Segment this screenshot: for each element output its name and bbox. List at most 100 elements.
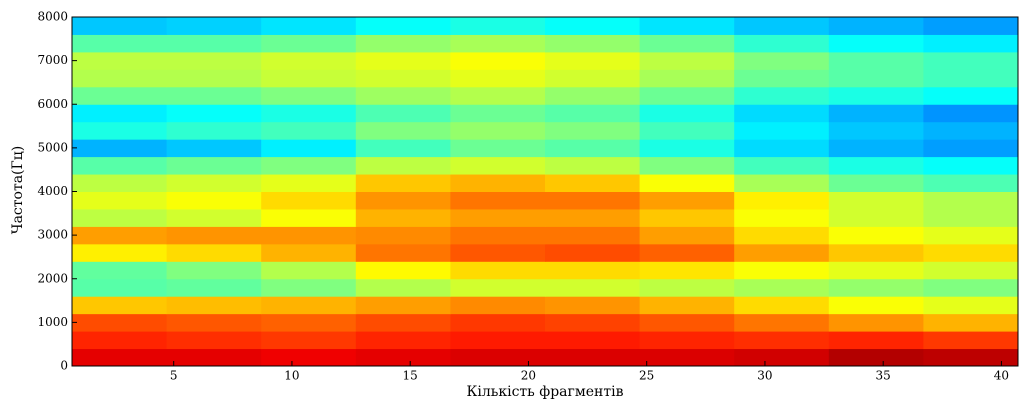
heatmap-cell bbox=[72, 243, 168, 262]
heatmap-cell bbox=[355, 296, 451, 315]
heatmap-cell bbox=[355, 156, 451, 175]
heatmap-cell bbox=[545, 121, 641, 140]
heatmap-cell bbox=[166, 86, 262, 105]
heatmap-cell bbox=[545, 51, 641, 70]
heatmap-cell bbox=[261, 104, 357, 123]
heatmap-cell bbox=[355, 278, 451, 297]
heatmap-cell bbox=[545, 17, 641, 35]
y-tick-label: 1000 bbox=[37, 315, 68, 329]
heatmap-cell bbox=[545, 313, 641, 332]
y-tick-label: 2000 bbox=[37, 271, 68, 285]
heatmap-cell bbox=[828, 51, 924, 70]
x-tick-label: 20 bbox=[521, 369, 536, 383]
heatmap-cell bbox=[639, 243, 735, 262]
heatmap-cell bbox=[545, 208, 641, 227]
heatmap-cell bbox=[450, 226, 546, 245]
heatmap-cell bbox=[261, 69, 357, 88]
heatmap-cell bbox=[261, 226, 357, 245]
heatmap-cell bbox=[355, 17, 451, 35]
heatmap-cell bbox=[923, 17, 1019, 35]
heatmap-cell bbox=[261, 51, 357, 70]
heatmap-cell bbox=[923, 174, 1019, 192]
heatmap-cell bbox=[923, 139, 1019, 158]
heatmap-cell bbox=[545, 174, 641, 192]
heatmap-cell bbox=[639, 208, 735, 227]
heatmap-cell bbox=[828, 156, 924, 175]
heatmap-cell bbox=[639, 139, 735, 158]
heatmap-cell bbox=[923, 313, 1019, 332]
heatmap-cell bbox=[828, 243, 924, 262]
heatmap-cell bbox=[450, 331, 546, 350]
heatmap-cell bbox=[166, 331, 262, 350]
heatmap-cell bbox=[923, 261, 1019, 280]
heatmap-cell bbox=[166, 208, 262, 227]
x-tick-label: 30 bbox=[757, 369, 772, 383]
heatmap-cell bbox=[166, 139, 262, 158]
heatmap-cell bbox=[923, 121, 1019, 140]
heatmap-cell bbox=[923, 348, 1019, 367]
heatmap-cell bbox=[355, 348, 451, 367]
heatmap-cell bbox=[450, 208, 546, 227]
heatmap-cell bbox=[828, 348, 924, 367]
heatmap-cell bbox=[261, 121, 357, 140]
heatmap-cell bbox=[639, 348, 735, 367]
heatmap-cell bbox=[545, 69, 641, 88]
heatmap-cell bbox=[639, 121, 735, 140]
heatmap-cell bbox=[355, 34, 451, 53]
x-tick-label: 15 bbox=[403, 369, 418, 383]
heatmap-cell bbox=[923, 69, 1019, 88]
heatmap-cell bbox=[734, 348, 830, 367]
heatmap-cell bbox=[734, 17, 830, 35]
heatmap-cell bbox=[828, 331, 924, 350]
heatmap-cell bbox=[355, 174, 451, 192]
heatmap-cell bbox=[639, 17, 735, 35]
heatmap-cell bbox=[72, 226, 168, 245]
heatmap-cell bbox=[355, 69, 451, 88]
y-tick-label: 0 bbox=[60, 359, 68, 373]
heatmap-cell bbox=[828, 261, 924, 280]
heatmap-cell bbox=[639, 104, 735, 123]
heatmap-cell bbox=[72, 139, 168, 158]
heatmap-cell bbox=[261, 296, 357, 315]
heatmap-cell bbox=[923, 86, 1019, 105]
heatmap-cell bbox=[261, 261, 357, 280]
heatmap-cell bbox=[450, 313, 546, 332]
heatmap-cell bbox=[261, 86, 357, 105]
heatmap-cell bbox=[355, 51, 451, 70]
heatmap-cell bbox=[72, 34, 168, 53]
heatmap-cell bbox=[261, 191, 357, 210]
heatmap-cell bbox=[450, 261, 546, 280]
heatmap-cell bbox=[828, 139, 924, 158]
heatmap-cell bbox=[734, 139, 830, 158]
heatmap-cell bbox=[355, 243, 451, 262]
heatmap-cell bbox=[734, 191, 830, 210]
heatmap-cell bbox=[734, 121, 830, 140]
heatmap-cell bbox=[450, 121, 546, 140]
heatmap-cell bbox=[261, 208, 357, 227]
heatmap-cell bbox=[923, 34, 1019, 53]
heatmap-cell bbox=[450, 191, 546, 210]
heatmap-cell bbox=[72, 156, 168, 175]
heatmap-cell bbox=[166, 243, 262, 262]
heatmap-cell bbox=[639, 174, 735, 192]
heatmap-cell bbox=[166, 34, 262, 53]
heatmap-cell bbox=[355, 139, 451, 158]
y-tick-label: 4000 bbox=[37, 184, 68, 198]
heatmap-cell bbox=[72, 51, 168, 70]
heatmap-cell bbox=[166, 156, 262, 175]
heatmap-cell bbox=[166, 51, 262, 70]
heatmap-cell bbox=[261, 139, 357, 158]
heatmap-cell bbox=[72, 208, 168, 227]
heatmap-cell bbox=[261, 243, 357, 262]
heatmap-cell bbox=[72, 191, 168, 210]
heatmap-cell bbox=[734, 243, 830, 262]
heatmap-cell bbox=[545, 104, 641, 123]
heatmap-cell bbox=[734, 208, 830, 227]
x-tick-label: 25 bbox=[639, 369, 654, 383]
heatmap-cell bbox=[828, 17, 924, 35]
heatmap-cell bbox=[450, 51, 546, 70]
heatmap-cell bbox=[355, 226, 451, 245]
heatmap-cell bbox=[166, 121, 262, 140]
heatmap-cell bbox=[545, 191, 641, 210]
heatmap-cell bbox=[734, 331, 830, 350]
